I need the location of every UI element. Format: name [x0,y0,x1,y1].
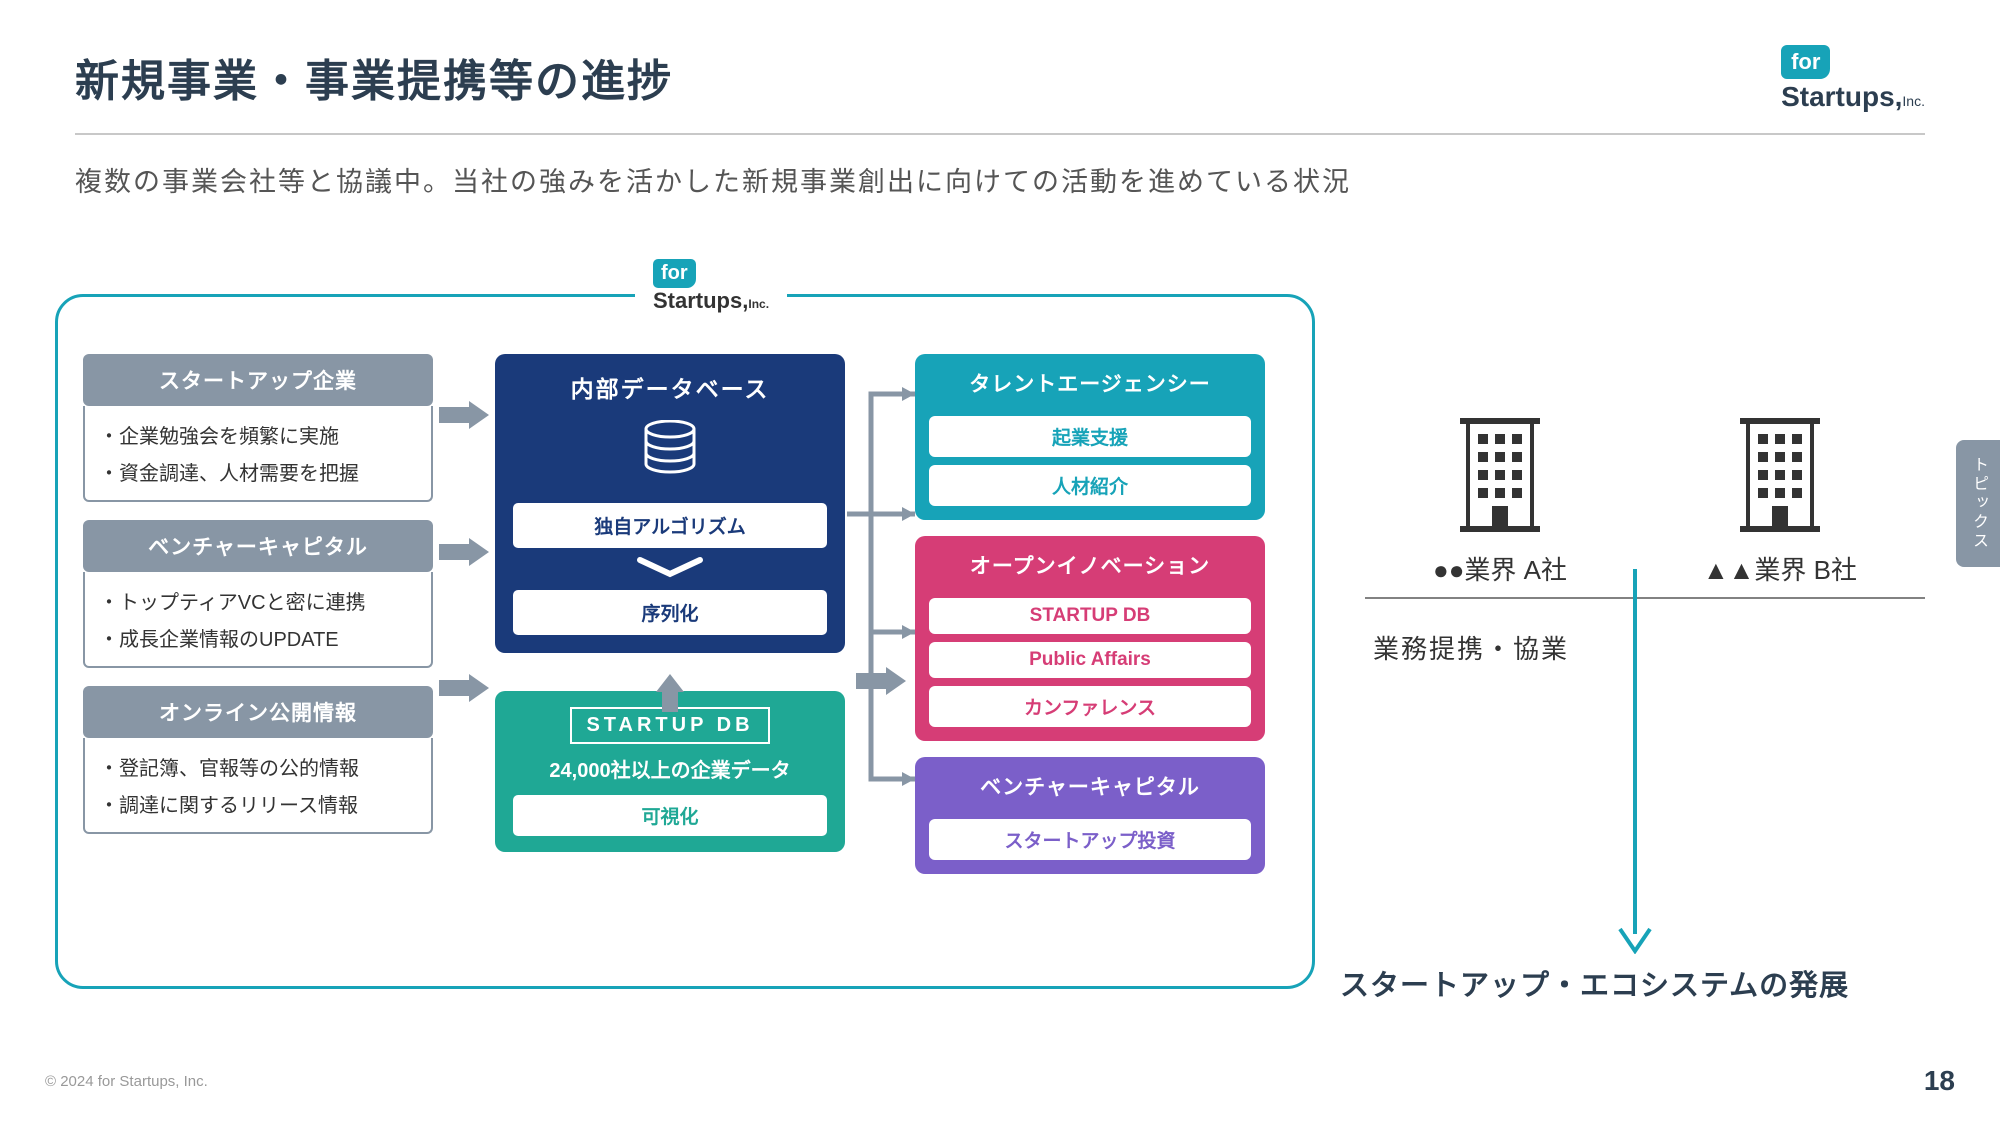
side-tab: トピックス [1956,440,2000,567]
company-a: ●●業界 A社 [1433,414,1567,593]
building-icon [1456,414,1544,534]
info-block-vc: ベンチャーキャピタル ・トップティアVCと密に連携 ・成長企業情報のUPDATE [83,520,433,668]
logo: for Startups,Inc. [1781,45,1925,113]
down-chevron-icon [635,556,705,580]
center-column: 内部データベース 独自アルゴリズム 序列化 STARTUP DB 24,000社… [495,354,845,852]
arrow-icon [439,674,489,702]
left-column: スタートアップ企業 ・企業勉強会を頻繁に実施 ・資金調達、人材需要を把握 ベンチ… [83,354,433,852]
logo-for: for [1781,45,1830,79]
category-vc: ベンチャーキャピタル スタートアップ投資 [915,757,1265,874]
container-logo: for Startups,Inc. [635,259,787,314]
category-talent: タレントエージェンシー 起業支援 人材紹介 [915,354,1265,520]
arrow-icon [439,538,489,566]
header: 新規事業・事業提携等の進捗 for Startups,Inc. [0,0,2000,133]
info-block-startup: スタートアップ企業 ・企業勉強会を頻繁に実施 ・資金調達、人材需要を把握 [83,354,433,502]
database-icon [642,420,698,474]
connector-bracket [847,384,915,789]
diagram: for Startups,Inc. スタートアップ企業 ・企業勉強会を頻繁に実施… [55,269,1925,989]
logo-startups: Startups,Inc. [1781,81,1925,113]
page-title: 新規事業・事業提携等の進捗 [75,45,673,109]
down-arrow-icon [1610,569,1660,954]
page-number: 18 [1924,1065,1955,1097]
building-icon [1736,414,1824,534]
company-b: ▲▲業界 B社 [1703,414,1857,593]
info-block-online: オンライン公開情報 ・登記簿、官報等の公的情報 ・調達に関するリリース情報 [83,686,433,834]
arrow-icon [847,667,915,695]
category-openinno: オープンイノベーション STARTUP DB Public Affairs カン… [915,536,1265,741]
arrow-up-icon [656,674,684,712]
arrow-icon [439,401,489,429]
right-column: タレントエージェンシー 起業支援 人材紹介 オープンイノベーション STARTU… [915,354,1265,890]
ecosystem-label: スタートアップ・エコシステムの発展 [1340,962,1849,1004]
copyright: © 2024 for Startups, Inc. [45,1073,208,1090]
internal-db-box: 内部データベース 独自アルゴリズム 序列化 [495,354,845,653]
startup-db-box: STARTUP DB 24,000社以上の企業データ 可視化 [495,691,845,852]
footer: © 2024 for Startups, Inc. 18 [45,1065,1955,1097]
subtitle: 複数の事業会社等と協議中。当社の強みを活かした新規事業創出に向けての活動を進めて… [0,135,2000,219]
